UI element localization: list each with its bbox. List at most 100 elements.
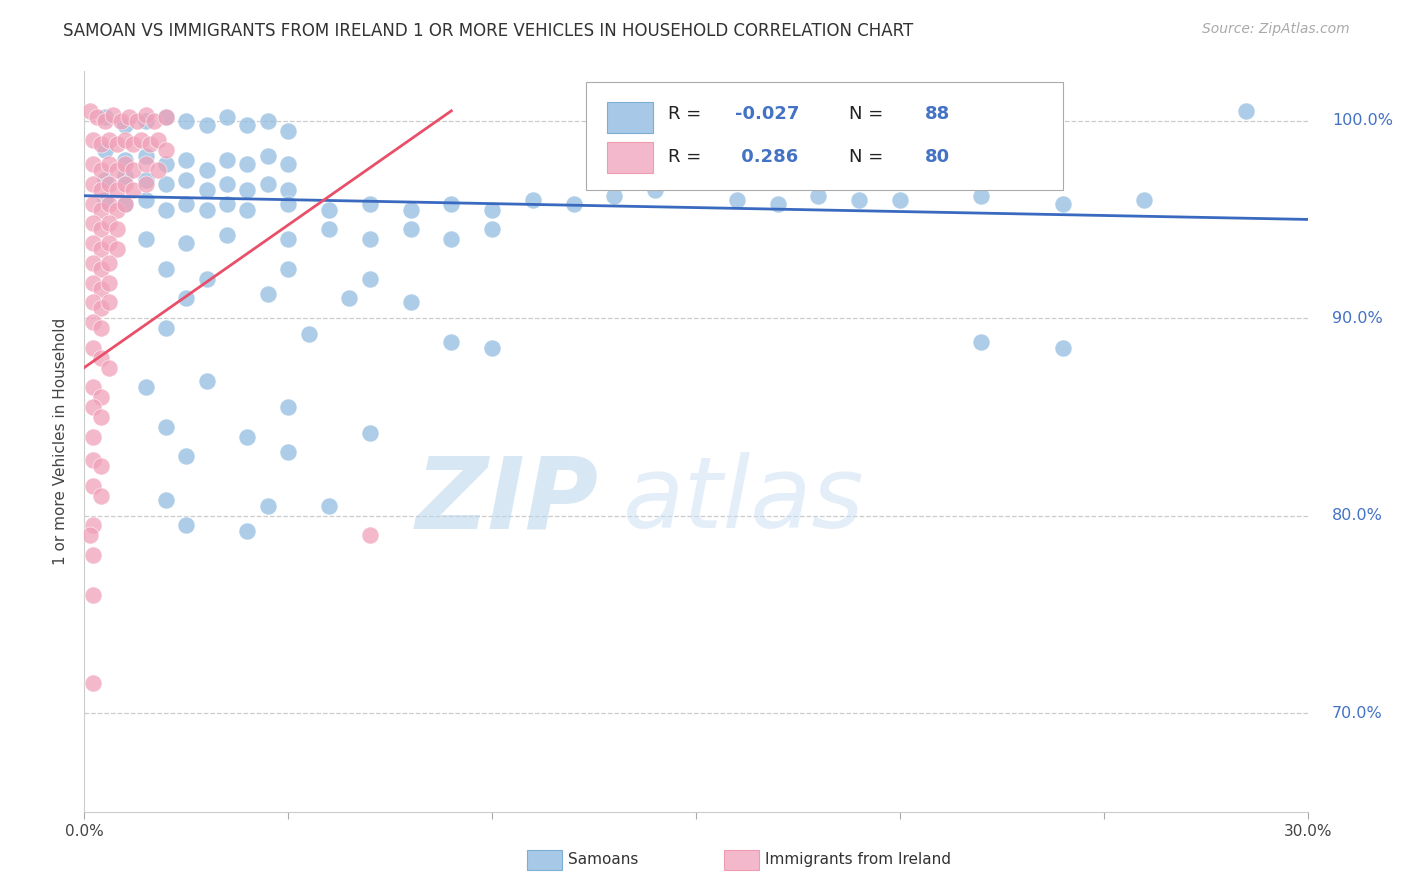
Point [90,409,112,424]
Point [135,380,157,394]
Point [440,232,463,246]
Point [644,183,666,197]
Point [155,321,177,335]
Point [114,118,136,132]
Point [90,242,112,256]
Point [90,183,112,197]
Text: 80: 80 [925,147,950,166]
Point [603,188,626,202]
Point [1052,341,1074,355]
Point [114,169,136,183]
Point [82,236,104,251]
Point [97,196,120,211]
Point [82,216,104,230]
Point [122,163,145,178]
Point [195,118,218,132]
Point [277,232,299,246]
Point [195,374,218,388]
Point [277,183,299,197]
Text: ZIP: ZIP [415,452,598,549]
Point [318,222,340,236]
Point [318,202,340,217]
Point [97,276,120,290]
Point [1133,193,1156,207]
Point [93,113,115,128]
Text: 90.0%: 90.0% [1331,310,1382,326]
Text: N =: N = [849,147,889,166]
Point [725,193,748,207]
Point [236,202,259,217]
Point [217,196,239,211]
Text: -0.027: -0.027 [735,105,800,123]
Point [105,202,128,217]
Point [562,196,585,211]
Point [155,157,177,171]
Text: 80.0%: 80.0% [1331,508,1384,523]
Point [174,450,197,464]
Point [114,177,136,191]
Text: SAMOAN VS IMMIGRANTS FROM IRELAND 1 OR MORE VEHICLES IN HOUSEHOLD CORRELATION CH: SAMOAN VS IMMIGRANTS FROM IRELAND 1 OR M… [63,22,914,40]
Point [298,326,321,341]
Point [236,118,259,132]
Point [174,113,197,128]
Y-axis label: 1 or more Vehicles in Household: 1 or more Vehicles in Household [52,318,67,566]
Point [277,196,299,211]
Point [90,281,112,295]
Point [82,133,104,147]
Point [97,236,120,251]
Point [481,341,503,355]
Point [195,183,218,197]
Point [82,196,104,211]
Point [82,479,104,493]
Point [82,177,104,191]
Point [257,149,280,163]
Point [90,301,112,316]
Point [79,528,101,542]
Point [90,321,112,335]
Point [93,110,115,124]
Point [277,400,299,414]
Point [359,232,381,246]
Point [155,261,177,276]
Point [90,459,112,474]
Point [174,292,197,306]
Point [135,193,157,207]
Point [110,113,132,128]
Point [174,153,197,168]
Point [82,518,104,533]
Point [82,276,104,290]
Point [522,193,544,207]
Point [339,292,360,306]
Point [155,110,177,124]
Point [174,518,197,533]
Point [970,334,993,349]
Point [90,261,112,276]
Point [174,173,197,187]
Point [131,133,153,147]
Point [135,232,157,246]
Point [889,193,911,207]
Point [97,133,120,147]
Point [257,177,280,191]
Point [399,202,422,217]
Point [114,157,136,171]
Text: 70.0%: 70.0% [1331,706,1382,721]
Point [93,144,115,158]
Text: 88: 88 [925,105,950,123]
Point [236,524,259,539]
Point [127,113,149,128]
Point [217,110,239,124]
Point [82,315,104,329]
Point [122,183,145,197]
Point [217,153,239,168]
Point [82,548,104,562]
Text: Source: ZipAtlas.com: Source: ZipAtlas.com [1202,22,1350,37]
Point [174,196,197,211]
Point [105,137,128,152]
Point [155,202,177,217]
Point [135,177,157,191]
Point [155,492,177,507]
Point [82,453,104,467]
Point [97,295,120,310]
Point [807,188,830,202]
